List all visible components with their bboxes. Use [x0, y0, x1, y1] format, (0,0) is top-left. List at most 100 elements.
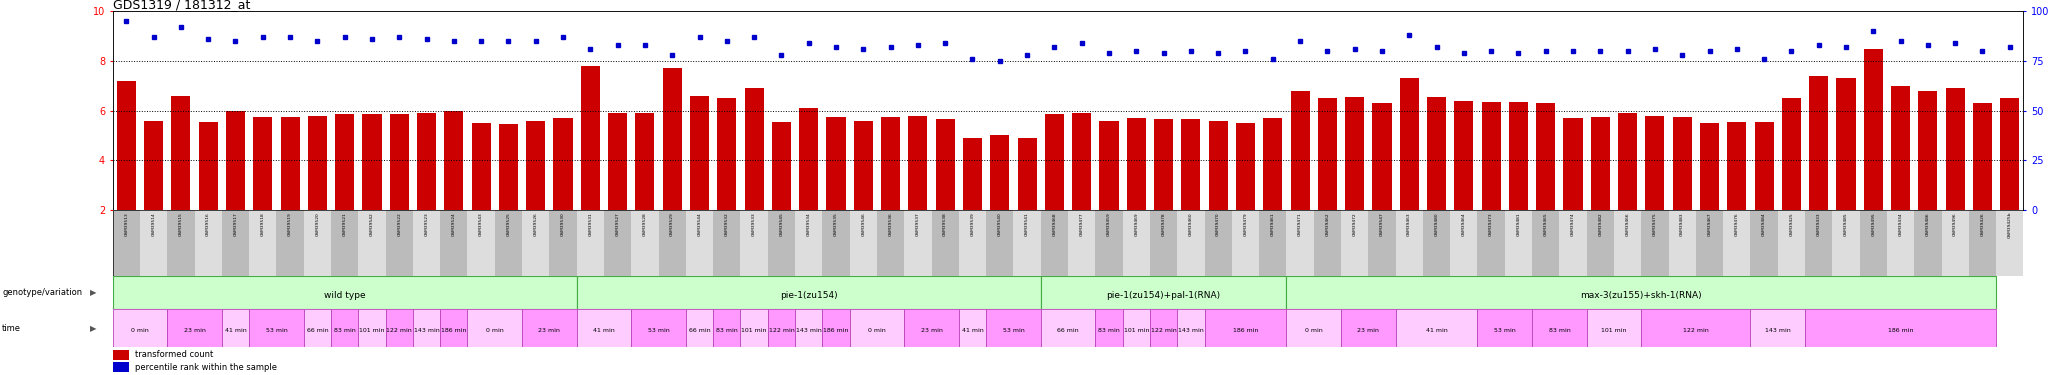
Bar — [1559, 210, 1587, 276]
Bar — [168, 309, 221, 347]
Text: GSM39540: GSM39540 — [997, 212, 1001, 236]
Bar — [799, 108, 819, 210]
Text: GSM39513: GSM39513 — [125, 212, 129, 236]
Bar — [1915, 210, 1942, 276]
Bar — [1614, 210, 1640, 276]
Bar — [113, 309, 168, 347]
Bar — [1153, 119, 1174, 210]
Text: GSM39517: GSM39517 — [233, 212, 238, 236]
Text: GSM39482: GSM39482 — [1597, 212, 1602, 236]
Bar — [1018, 138, 1036, 210]
Bar — [713, 309, 741, 347]
Bar — [958, 309, 987, 347]
Text: 186 min: 186 min — [1233, 327, 1257, 333]
Text: GSM39530: GSM39530 — [561, 212, 565, 236]
Bar — [1864, 48, 1882, 210]
Bar — [1286, 210, 1313, 276]
Bar — [1126, 118, 1145, 210]
Text: 83 min: 83 min — [1548, 327, 1571, 333]
Bar — [772, 122, 791, 210]
Text: GSM39544: GSM39544 — [698, 212, 702, 236]
Bar — [1399, 78, 1419, 210]
Bar — [578, 210, 604, 276]
Bar — [1427, 97, 1446, 210]
Bar — [1591, 117, 1610, 210]
Bar — [850, 309, 905, 347]
Bar — [496, 210, 522, 276]
Text: GSM39483: GSM39483 — [1679, 212, 1683, 236]
Text: max-3(zu155)+skh-1(RNA): max-3(zu155)+skh-1(RNA) — [1581, 291, 1702, 300]
Text: GSM39536: GSM39536 — [889, 212, 893, 236]
Bar — [1942, 210, 1968, 276]
Text: GSM39485: GSM39485 — [1843, 212, 1847, 236]
Bar — [1341, 309, 1395, 347]
Text: GSM39526: GSM39526 — [535, 212, 539, 236]
Bar — [254, 117, 272, 210]
Bar — [1640, 210, 1669, 276]
Bar — [1804, 309, 1997, 347]
Bar — [1669, 210, 1696, 276]
Bar — [467, 309, 522, 347]
Bar — [1837, 78, 1855, 210]
Bar — [1481, 102, 1501, 210]
Text: GSM39470: GSM39470 — [1217, 212, 1221, 236]
Text: GSM39522: GSM39522 — [397, 212, 401, 236]
Text: GSM39495: GSM39495 — [1872, 212, 1876, 236]
Text: 0 min: 0 min — [868, 327, 887, 333]
Text: GSM39521: GSM39521 — [342, 212, 346, 236]
Bar — [1096, 210, 1122, 276]
Bar — [362, 114, 381, 210]
Bar — [963, 138, 983, 210]
Bar — [991, 135, 1010, 210]
Bar — [1423, 210, 1450, 276]
Bar — [1346, 97, 1364, 210]
Bar — [795, 210, 823, 276]
Bar — [389, 114, 410, 210]
Text: GSM39542: GSM39542 — [371, 212, 375, 236]
Text: pie-1(zu154)+pal-1(RNA): pie-1(zu154)+pal-1(RNA) — [1106, 291, 1221, 300]
Text: 83 min: 83 min — [717, 327, 737, 333]
Text: GSM39496: GSM39496 — [1954, 212, 1958, 236]
Bar — [1722, 210, 1751, 276]
Bar — [741, 309, 768, 347]
Bar — [1645, 116, 1665, 210]
Text: GSM39474: GSM39474 — [1571, 212, 1575, 236]
Text: pie-1(zu154): pie-1(zu154) — [780, 291, 838, 300]
Bar — [936, 119, 954, 210]
Bar — [303, 309, 332, 347]
Text: GSM39475: GSM39475 — [1653, 212, 1657, 236]
Bar — [500, 124, 518, 210]
Bar — [1536, 103, 1554, 210]
Bar — [336, 114, 354, 210]
Bar — [250, 309, 303, 347]
Bar — [117, 81, 135, 210]
Text: GSM39543: GSM39543 — [479, 212, 483, 236]
Text: GSM39468: GSM39468 — [1053, 212, 1057, 236]
Bar — [1149, 210, 1178, 276]
Text: GSM39525: GSM39525 — [506, 212, 510, 236]
Bar — [1069, 210, 1096, 276]
Bar — [1204, 210, 1231, 276]
Text: GSM39466: GSM39466 — [1626, 212, 1630, 236]
Text: GSM39527: GSM39527 — [616, 212, 621, 236]
Bar — [1751, 309, 1804, 347]
Bar — [1696, 210, 1722, 276]
Bar — [526, 121, 545, 210]
Bar — [745, 88, 764, 210]
Bar — [1182, 119, 1200, 210]
Text: GSM39463: GSM39463 — [1407, 212, 1411, 236]
Bar — [143, 121, 164, 210]
Text: GSM39480: GSM39480 — [1434, 212, 1438, 236]
Bar — [1178, 210, 1204, 276]
Text: 66 min: 66 min — [307, 327, 328, 333]
Text: 143 min: 143 min — [1765, 327, 1790, 333]
Bar — [358, 210, 385, 276]
Bar — [1726, 122, 1747, 210]
Bar — [1640, 309, 1751, 347]
Bar — [905, 210, 932, 276]
Text: GSM39535: GSM39535 — [834, 212, 838, 236]
Bar — [582, 66, 600, 210]
Bar — [549, 210, 578, 276]
Text: GSM39433: GSM39433 — [1817, 212, 1821, 236]
Text: GSM39529: GSM39529 — [670, 212, 674, 236]
